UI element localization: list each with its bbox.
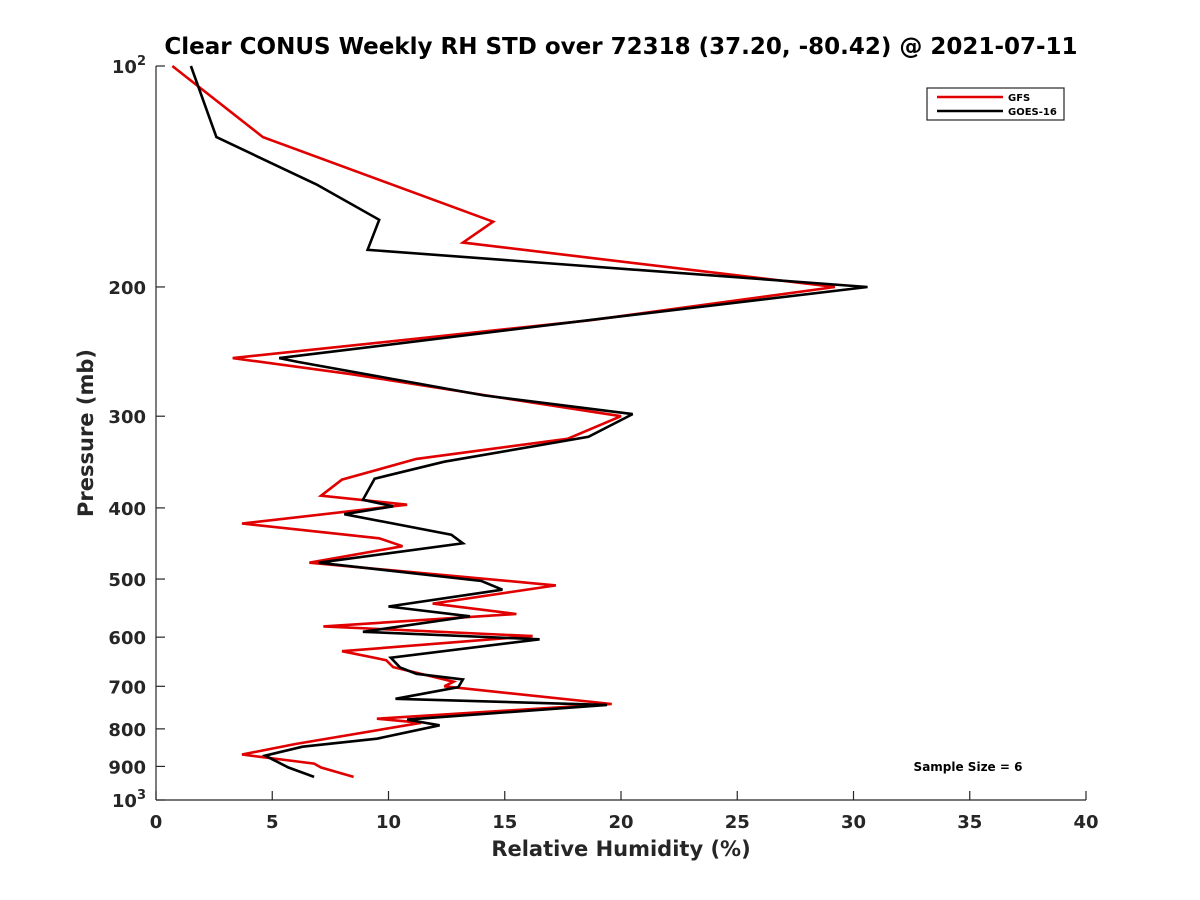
y-tick-label-exponent: 3 [137,788,146,803]
x-tick-label: 20 [608,812,633,833]
series-lines [171,64,868,779]
x-tick-label: 15 [492,812,517,833]
y-tick-label: 103 [112,788,146,812]
y-axis-label: Pressure (mb) [74,349,98,517]
y-tick-label: 700 [108,677,146,698]
y-tick-label-base: 10 [112,791,137,812]
legend-label-goes16: GOES-16 [1008,107,1057,118]
x-tick-label: 0 [150,812,163,833]
y-tick-label: 500 [108,570,146,591]
sample-size-annotation: Sample Size = 6 [914,760,1023,774]
series-line-gfs [171,64,836,779]
y-tick-label: 102 [112,54,146,78]
x-tick-label: 10 [376,812,401,833]
legend: GFS GOES-16 [926,87,1065,121]
x-axis-label: Relative Humidity (%) [491,837,750,861]
x-axis-ticks: 0 5 10 15 20 25 30 35 40 [150,791,1099,833]
y-tick-label-exponent: 2 [137,54,146,69]
plot-area [156,66,1086,800]
y-tick-label: 900 [108,757,146,778]
y-tick-label-base: 10 [112,57,137,78]
y-tick-label: 800 [108,720,146,741]
y-tick-label: 600 [108,628,146,649]
y-tick-label: 200 [108,278,146,299]
y-tick-label: 300 [108,407,146,428]
y-tick-label: 400 [108,499,146,520]
legend-box [926,87,1065,121]
chart-title: Clear CONUS Weekly RH STD over 72318 (37… [164,34,1077,60]
x-tick-label: 40 [1073,812,1098,833]
series-line-goes16 [189,65,868,779]
legend-label-gfs: GFS [1008,93,1030,104]
x-tick-label: 5 [266,812,279,833]
x-tick-label: 30 [841,812,866,833]
x-tick-label: 25 [725,812,750,833]
x-tick-label: 35 [957,812,982,833]
